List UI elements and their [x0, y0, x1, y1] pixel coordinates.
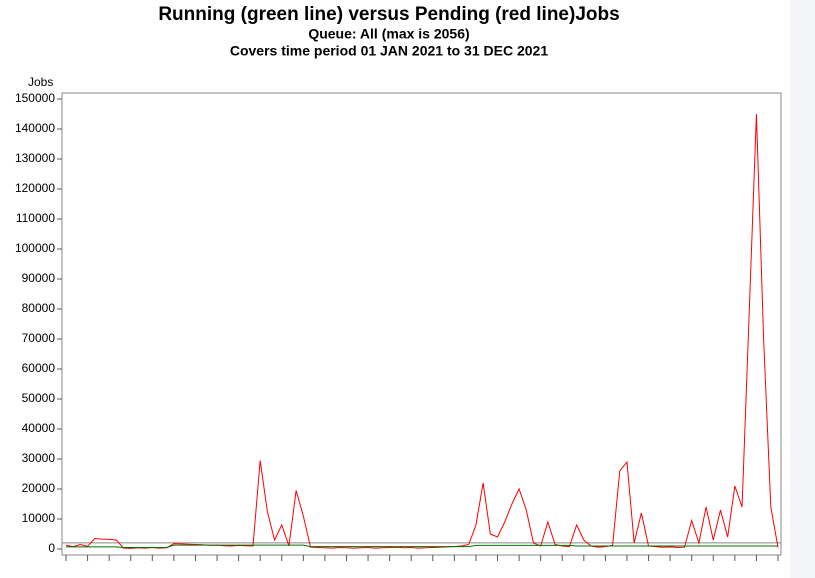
series-line — [65, 113, 779, 549]
y-tick-label: 40000 — [22, 421, 56, 435]
y-tick-label: 50000 — [22, 391, 56, 405]
y-axis-label: Jobs — [28, 75, 53, 89]
y-tick-label: 130000 — [15, 151, 55, 165]
series-line — [66, 544, 778, 548]
y-tick-label: 120000 — [15, 181, 55, 195]
y-tick-label: 150000 — [15, 91, 55, 105]
y-tick-label: 100000 — [15, 241, 55, 255]
y-tick-label: 140000 — [15, 121, 55, 135]
y-tick-label: 90000 — [22, 271, 56, 285]
y-tick-label: 70000 — [22, 331, 56, 345]
plot-frame — [61, 92, 782, 556]
y-tick-label: 0 — [48, 541, 55, 555]
y-tick-label: 20000 — [22, 481, 56, 495]
y-tick-label: 30000 — [22, 451, 56, 465]
side-strip — [790, 0, 815, 578]
y-tick-label: 110000 — [16, 211, 55, 225]
subtitle: Queue: All (max is 2056) — [308, 26, 469, 42]
y-tick-label: 60000 — [22, 361, 56, 375]
chart-title: Running (green line) versus Pending (red… — [158, 4, 619, 25]
subtitle: Covers time period 01 JAN 2021 to 31 DEC… — [230, 43, 548, 59]
y-tick-label: 10000 — [22, 511, 56, 525]
y-tick-label: 80000 — [22, 301, 56, 315]
